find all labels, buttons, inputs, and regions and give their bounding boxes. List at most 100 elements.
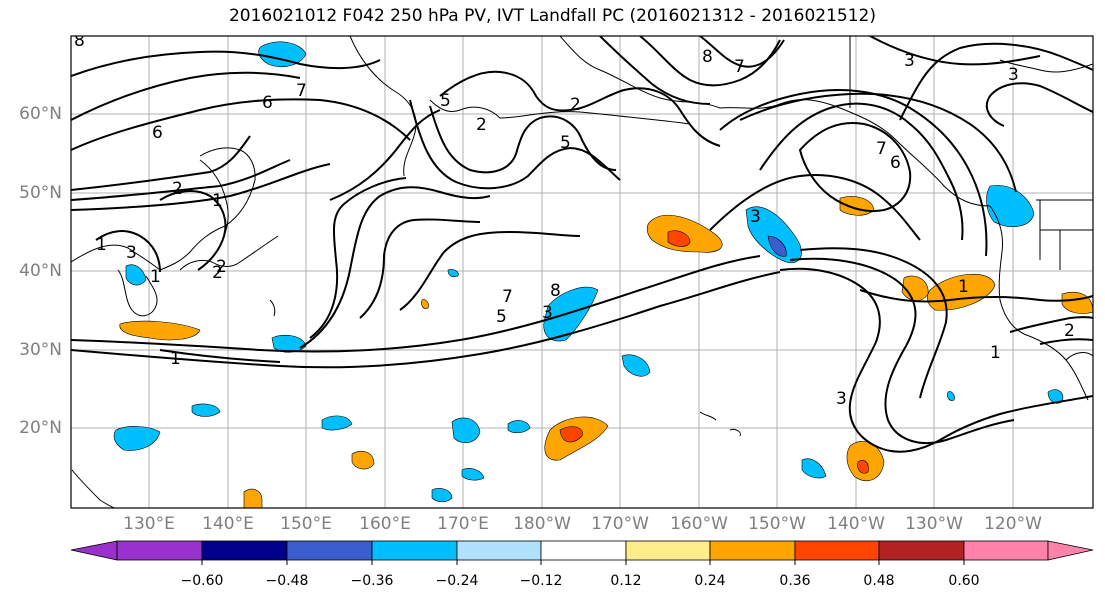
contour-label: 1 [170, 349, 181, 369]
contour-label: 8 [702, 47, 713, 67]
contour-label: 1 [150, 267, 161, 287]
colorbar-segment [794, 540, 880, 561]
anomaly-region [119, 320, 201, 341]
colorbar-tick-label: −0.24 [435, 573, 479, 589]
lat-label: 40°N [19, 261, 62, 281]
anomaly-region [857, 460, 869, 474]
lon-label: 170°E [437, 514, 489, 534]
contour-label: 3 [542, 303, 553, 323]
lon-label: 160°E [359, 514, 411, 534]
colorbar-tick-label: −0.12 [519, 573, 563, 589]
contour-label: 2 [1064, 321, 1075, 341]
anomaly-region [113, 426, 161, 451]
contour-label: 1 [958, 277, 969, 297]
contour-label: 3 [1008, 65, 1019, 85]
pv-negative-anomalies [113, 41, 1064, 503]
contour-label: 1 [96, 235, 107, 255]
anomaly-region [191, 403, 221, 417]
anomaly-region [421, 299, 429, 309]
colorbar-extend-low [70, 540, 118, 561]
contour-label: 6 [262, 93, 273, 113]
lon-label: 120°W [984, 514, 1042, 534]
contour-label: 1 [990, 343, 1001, 363]
contour-label: 7 [734, 57, 745, 77]
colorbar-segment [286, 540, 373, 561]
anomaly-region [507, 420, 531, 434]
pv-contours [71, 36, 1093, 453]
anomaly-region [447, 269, 459, 278]
lon-label: 130°W [905, 514, 963, 534]
anomaly-region [767, 235, 787, 257]
contour-label: 7 [876, 139, 887, 159]
contour-label: 7 [296, 81, 307, 101]
coastlines [71, 36, 1093, 508]
anomaly-region [986, 185, 1035, 227]
colorbar-segment [201, 540, 288, 561]
contour-label: 3 [126, 243, 137, 263]
contour-labels: 8 7 6 6 2 1 1 3 1 2 5 2 5 2 7 5 8 3 7 6 … [74, 31, 1075, 409]
anomaly-region [621, 354, 651, 377]
colorbar-tick-label: 0.24 [694, 573, 726, 589]
colorbar-segment [878, 540, 965, 561]
anomaly-region [559, 426, 583, 443]
anomaly-region [947, 391, 955, 401]
anomaly-region [243, 488, 263, 508]
lon-label: 170°W [591, 514, 649, 534]
lat-label: 30°N [19, 340, 62, 360]
figure-title: 2016021012 F042 250 hPa PV, IVT Landfall… [228, 6, 876, 26]
contour-label: 3 [836, 389, 847, 409]
colorbar-tick-label: −0.36 [350, 573, 394, 589]
colorbar-tick-label: 0.48 [863, 573, 895, 589]
contour-label: 2 [476, 115, 487, 135]
contour-label: 3 [750, 207, 761, 227]
colorbar-segment [456, 540, 542, 561]
lat-label: 20°N [19, 418, 62, 438]
lat-label: 60°N [19, 104, 62, 124]
colorbar-segment [371, 540, 458, 561]
map-frame [70, 35, 1094, 509]
lon-label: 150°E [280, 514, 332, 534]
contour-label: 2 [172, 179, 183, 199]
contour-label: 6 [152, 123, 163, 143]
contour-label: 5 [440, 91, 451, 111]
anomaly-region [667, 230, 691, 247]
anomaly-region [321, 415, 353, 431]
contour-label: 2 [212, 263, 223, 283]
anomaly-region [451, 417, 481, 444]
pv-positive-anomalies [119, 196, 1093, 508]
colorbar-tick-label: 0.60 [948, 573, 980, 589]
anomaly-region [431, 488, 453, 503]
anomaly-region [801, 458, 827, 479]
lon-label: 160°W [670, 514, 728, 534]
contour-label: 3 [904, 51, 915, 71]
contour-label: 8 [550, 281, 561, 301]
contour-label: 5 [560, 133, 571, 153]
colorbar-segment [709, 540, 796, 561]
anomaly-region [351, 451, 375, 470]
contour-label: 1 [212, 191, 223, 211]
lon-label: 150°W [748, 514, 806, 534]
colorbar-tick-label: 0.12 [610, 573, 642, 589]
colorbar [70, 540, 1094, 565]
contour-label: 5 [496, 307, 507, 327]
anomaly-region [543, 286, 599, 342]
lon-label: 140°E [202, 514, 254, 534]
contour-label: 8 [74, 31, 85, 51]
colorbar-tick-label: 0.36 [779, 573, 811, 589]
anomaly-region [125, 264, 147, 286]
lon-label: 130°E [123, 514, 175, 534]
lat-label: 50°N [19, 183, 62, 203]
contour-label: 7 [502, 287, 513, 307]
contour-label: 2 [570, 95, 581, 115]
colorbar-extend-high [1047, 540, 1094, 561]
contour-label: 2 [216, 257, 227, 277]
colorbar-segment [540, 540, 627, 561]
contour-label: 6 [890, 153, 901, 173]
lon-label: 140°W [827, 514, 885, 534]
colorbar-segment [625, 540, 711, 561]
anomaly-region [461, 468, 485, 481]
colorbar-segment [116, 540, 203, 561]
colorbar-tick-label: −0.60 [180, 573, 224, 589]
lon-label: 180°W [513, 514, 571, 534]
